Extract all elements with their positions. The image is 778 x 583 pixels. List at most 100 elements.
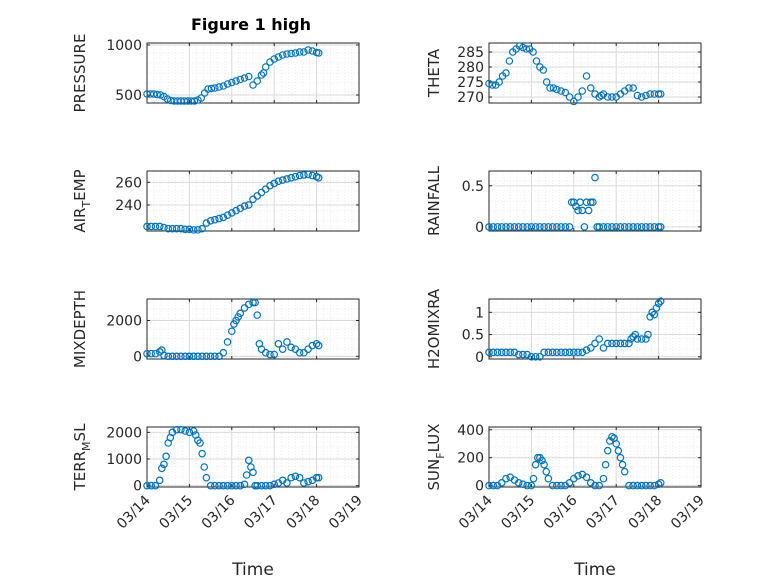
data-point [495, 78, 503, 86]
x-tick-label: 03/19 [326, 493, 366, 533]
data-point [532, 57, 541, 65]
data-point [557, 481, 565, 490]
x-axis-label: Time [573, 560, 616, 580]
data-point [240, 304, 249, 312]
data-point [200, 463, 209, 471]
data-point [215, 481, 223, 490]
data-point [232, 206, 240, 215]
data-point [539, 66, 548, 74]
data-point [274, 339, 283, 348]
data-point [207, 84, 216, 93]
data-point [561, 88, 570, 97]
data-point [249, 298, 257, 307]
data-point [569, 348, 578, 357]
data-point [147, 349, 156, 358]
data-point [177, 224, 185, 233]
data-point [283, 50, 291, 58]
data-point [181, 225, 189, 234]
data-point [278, 176, 287, 184]
data-point [295, 348, 304, 357]
data-point [219, 481, 228, 490]
data-point [631, 330, 640, 339]
data-point [143, 349, 151, 358]
x-tick-label: 03/15 [156, 493, 196, 533]
data-point [261, 63, 270, 71]
data-point [253, 77, 262, 85]
data-point [629, 223, 637, 231]
data-point [599, 474, 608, 483]
data-point [219, 348, 228, 357]
data-point [189, 352, 198, 361]
data-point [240, 480, 249, 489]
data-point [155, 222, 164, 231]
data-point [185, 352, 194, 361]
data-point [656, 90, 665, 98]
axes-box [146, 170, 360, 232]
data-point [548, 481, 557, 490]
data-point [601, 460, 610, 469]
y-tick-label: 400 [457, 423, 484, 439]
data-point [147, 481, 156, 490]
data-point [497, 223, 506, 231]
data-point [542, 467, 551, 476]
data-point [287, 473, 295, 482]
data-point [172, 352, 181, 361]
data-point [625, 339, 633, 348]
data-point [266, 481, 274, 490]
data-point [580, 223, 589, 231]
x-tick-label: 03/16 [541, 492, 581, 532]
data-point [283, 338, 291, 346]
data-point [616, 223, 625, 231]
data-point [629, 84, 637, 92]
data-point [510, 223, 519, 231]
data-point [586, 84, 595, 92]
data-point [595, 223, 604, 231]
y-tick-label: 2000 [106, 313, 142, 329]
data-point [523, 350, 531, 359]
data-point [603, 446, 612, 455]
data-point [540, 460, 548, 469]
data-point [240, 202, 249, 210]
data-point [228, 78, 236, 87]
data-point [147, 222, 156, 231]
data-point [589, 198, 597, 207]
data-point [295, 171, 304, 180]
data-point [637, 223, 646, 231]
data-point [582, 346, 591, 354]
data-point [283, 175, 291, 183]
data-point [519, 480, 527, 489]
x-tick-label: 03/17 [583, 493, 623, 533]
data-point [497, 479, 506, 487]
data-point [629, 332, 637, 341]
data-point [540, 348, 548, 357]
data-point [506, 223, 515, 231]
data-point [519, 223, 527, 231]
subplot-1: 500 1000 PRESSURE [71, 34, 360, 112]
data-point [219, 82, 228, 90]
x-tick-label: 03/17 [241, 493, 281, 533]
data-point [202, 473, 211, 482]
data-point [304, 477, 312, 486]
data-point [620, 467, 629, 476]
data-point [240, 74, 249, 82]
y-tick-label: 1 [475, 305, 484, 321]
data-point [278, 345, 287, 353]
data-point [143, 222, 151, 231]
data-point [283, 479, 291, 487]
x-tick-label: 03/14 [456, 492, 496, 532]
data-point [198, 224, 206, 233]
data-point [612, 223, 621, 231]
data-point [261, 348, 270, 357]
data-point [202, 219, 211, 227]
data-point [565, 479, 574, 487]
data-point [257, 481, 266, 490]
data-point [565, 348, 574, 357]
data-point [553, 348, 561, 357]
data-point [557, 87, 565, 95]
data-point [206, 481, 215, 490]
data-point [548, 223, 557, 231]
data-point [160, 460, 168, 469]
data-point [493, 348, 502, 357]
